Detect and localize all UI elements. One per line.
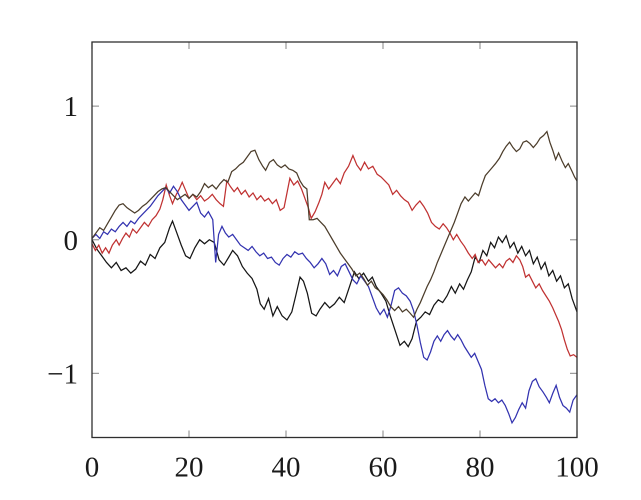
plot-area	[92, 42, 577, 438]
y-tick-label: −1	[47, 358, 78, 390]
x-tick-labels: 0 20 40 60 80 100	[85, 452, 599, 484]
series-lines	[91, 130, 578, 425]
y-tick-labels: −1 0 1	[47, 91, 78, 390]
x-tick-label: 100	[555, 452, 599, 484]
series-red-line	[91, 153, 578, 358]
x-tick-label: 60	[369, 452, 398, 484]
x-tick-label: 0	[85, 452, 100, 484]
y-tick-label: 1	[64, 91, 79, 123]
series-blue-line	[91, 185, 578, 425]
axis-frame	[91, 41, 578, 439]
x-tick-label: 40	[272, 452, 301, 484]
x-tick-label: 20	[175, 452, 204, 484]
y-tick-label: 0	[64, 225, 79, 257]
series-black-line	[91, 219, 578, 348]
series-brown-line	[91, 130, 578, 319]
x-tick-label: 80	[466, 452, 495, 484]
